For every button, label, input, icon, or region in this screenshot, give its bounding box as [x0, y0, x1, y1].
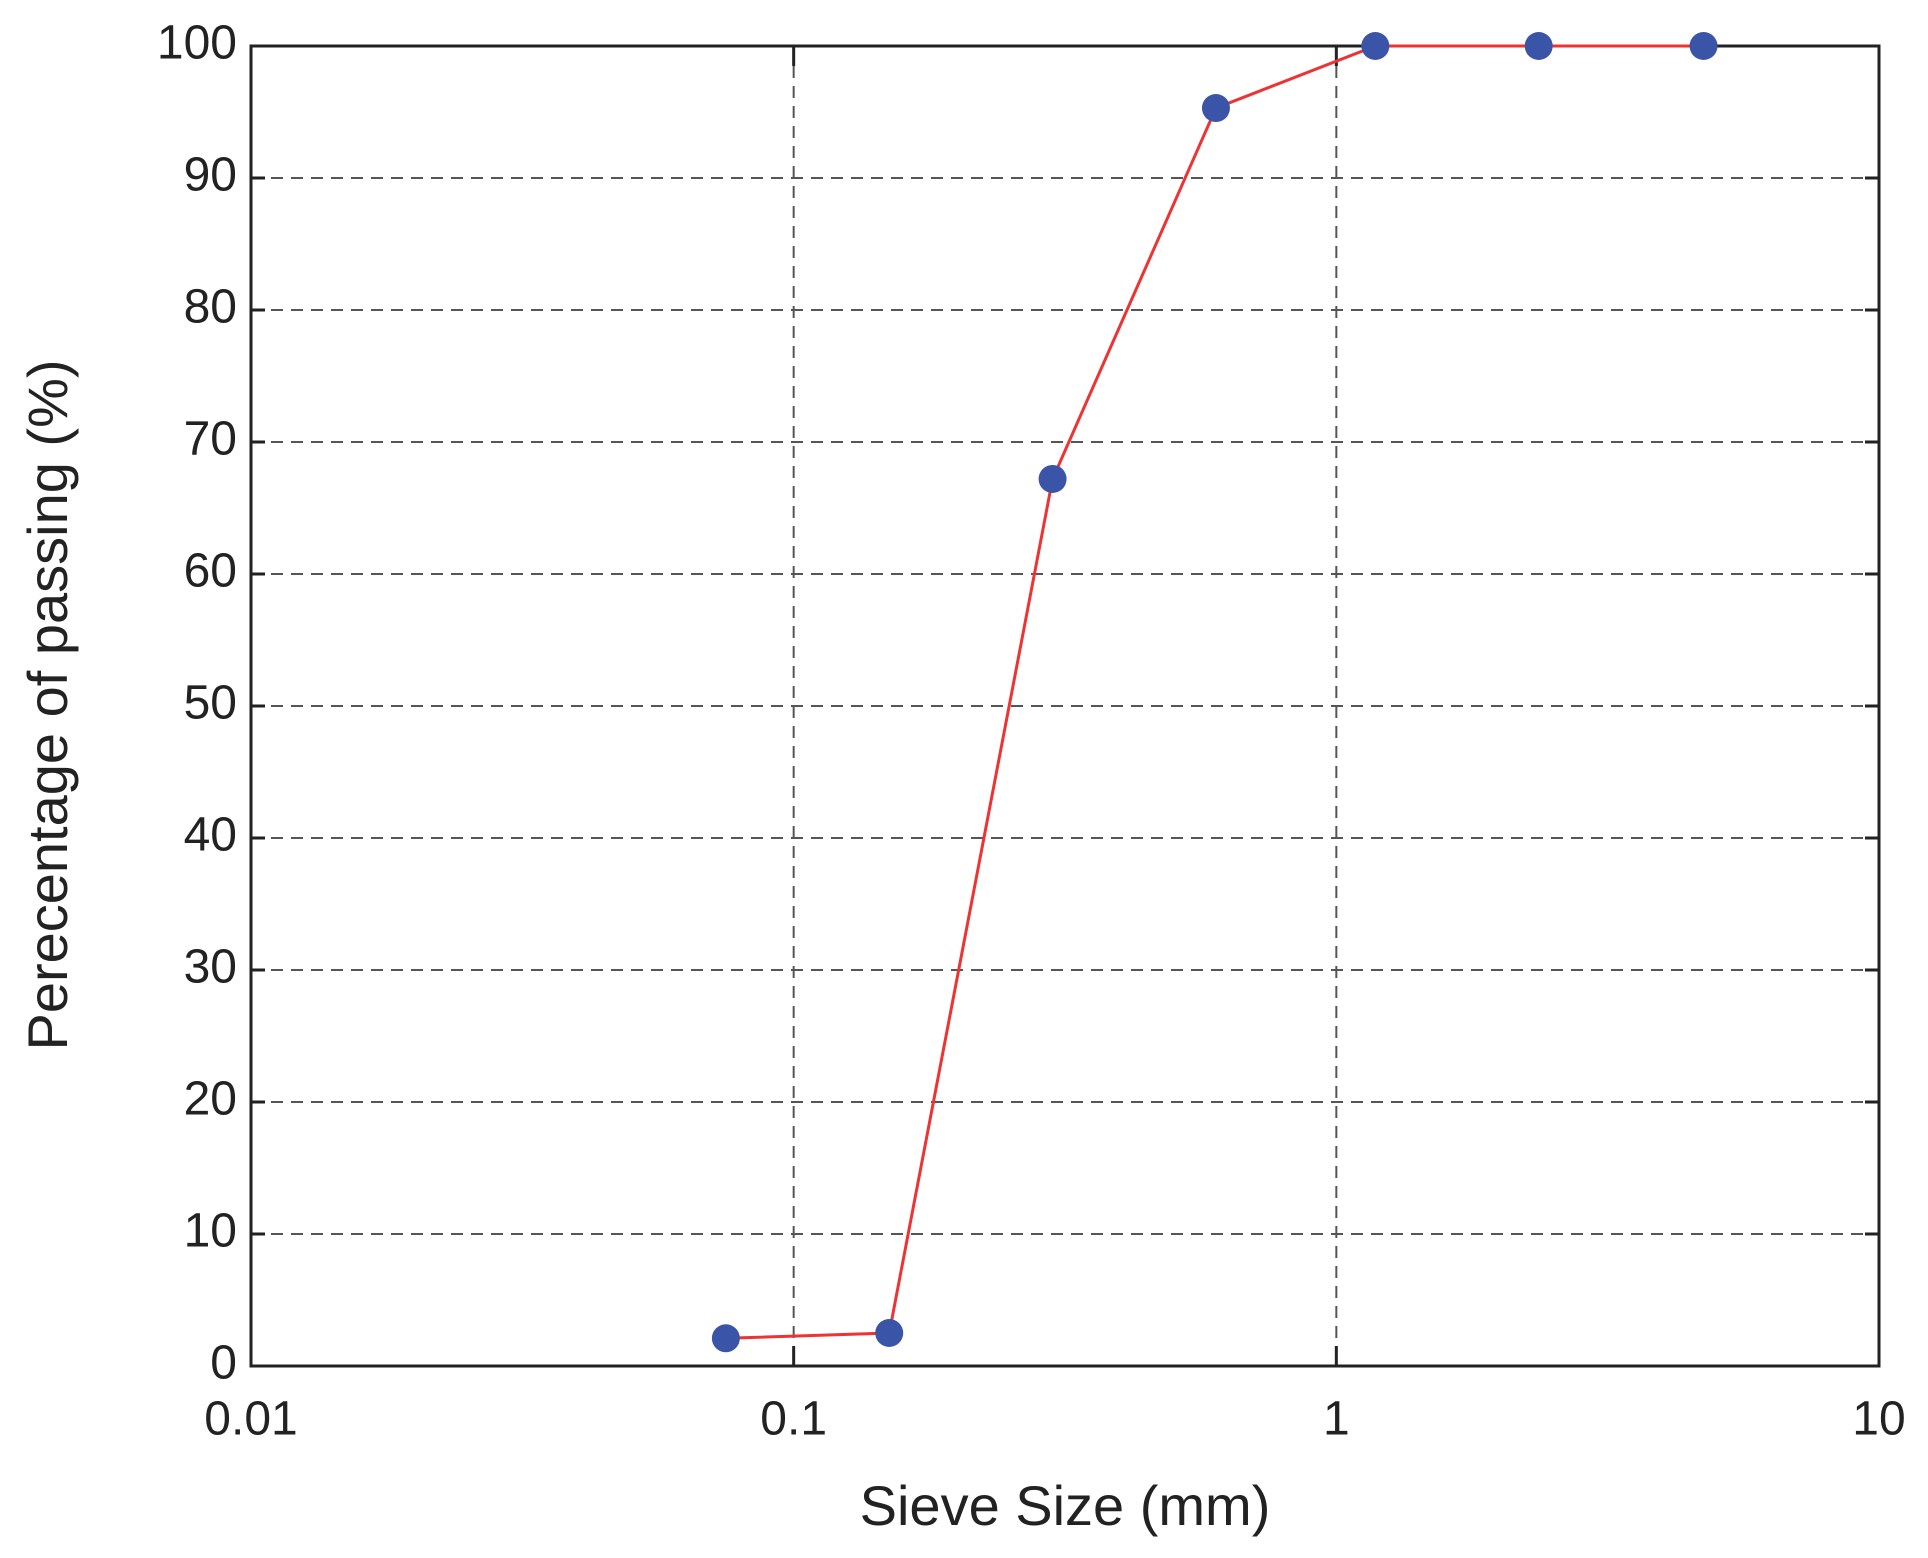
y-tick-label: 50 [184, 677, 237, 730]
y-tick-label: 40 [184, 809, 237, 862]
data-point [875, 1319, 904, 1347]
y-tick-label: 90 [184, 149, 237, 202]
y-tick-label: 30 [184, 941, 237, 994]
plot-frame [249, 44, 1881, 1368]
x-axis-title: Sieve Size (mm) [860, 1474, 1271, 1537]
data-point [1524, 32, 1553, 60]
data-point [1038, 464, 1067, 493]
x-tick-label: 0.1 [760, 1393, 827, 1446]
x-tick-label: 0.01 [204, 1393, 297, 1446]
data-point [1689, 32, 1718, 60]
data-line [725, 44, 1704, 1340]
data-point [1201, 94, 1230, 123]
data-point [1361, 32, 1390, 60]
y-tick-label: 0 [210, 1337, 237, 1390]
y-tick-label: 100 [157, 17, 237, 70]
y-tick-label: 80 [184, 281, 237, 334]
data-point [711, 1324, 740, 1353]
y-tick-label: 60 [184, 545, 237, 598]
y-tick-label: 10 [184, 1205, 237, 1258]
y-tick-label: 70 [184, 413, 237, 466]
y-axis-title: Perecentage of passing (%) [16, 359, 79, 1050]
x-tick-label: 1 [1323, 1393, 1350, 1446]
x-tick-label: 10 [1852, 1393, 1905, 1446]
y-tick-label: 20 [184, 1073, 237, 1126]
